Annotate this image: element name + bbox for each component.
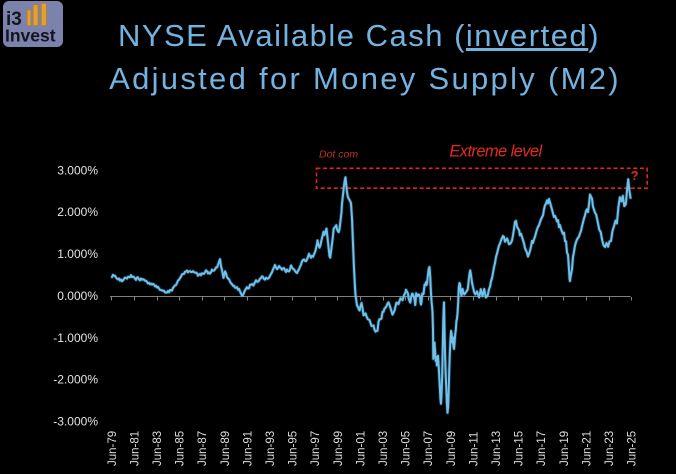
svg-text:Jun-13: Jun-13 bbox=[491, 431, 503, 466]
svg-text:3.000%: 3.000% bbox=[57, 163, 98, 177]
svg-text:Jun-21: Jun-21 bbox=[581, 431, 593, 466]
svg-text:2.000%: 2.000% bbox=[57, 205, 98, 219]
svg-text:Jun-89: Jun-89 bbox=[220, 431, 232, 466]
svg-text:Jun-09: Jun-09 bbox=[446, 431, 458, 466]
svg-text:Jun-23: Jun-23 bbox=[604, 431, 616, 466]
svg-text:-1.000%: -1.000% bbox=[53, 331, 98, 345]
svg-text:Jun-87: Jun-87 bbox=[197, 431, 209, 466]
svg-text:Extreme level: Extreme level bbox=[449, 143, 543, 161]
svg-text:0.000%: 0.000% bbox=[57, 289, 98, 303]
svg-text:-3.000%: -3.000% bbox=[53, 415, 98, 429]
svg-text:Jun-81: Jun-81 bbox=[129, 431, 141, 466]
svg-text:Jun-05: Jun-05 bbox=[401, 431, 413, 466]
svg-text:Jun-85: Jun-85 bbox=[175, 431, 187, 466]
svg-text:Jun-25: Jun-25 bbox=[627, 431, 639, 466]
svg-text:Invest: Invest bbox=[5, 26, 56, 46]
svg-text:Jun-95: Jun-95 bbox=[288, 431, 300, 466]
svg-text:Dot com: Dot com bbox=[319, 149, 358, 161]
svg-text:Jun-99: Jun-99 bbox=[333, 431, 345, 466]
svg-text:-2.000%: -2.000% bbox=[53, 373, 98, 387]
svg-text:Jun-91: Jun-91 bbox=[242, 431, 254, 466]
svg-text:Jun-07: Jun-07 bbox=[423, 431, 435, 466]
svg-text:Jun-93: Jun-93 bbox=[265, 431, 277, 466]
svg-text:Jun-79: Jun-79 bbox=[107, 431, 119, 466]
svg-text:Jun-01: Jun-01 bbox=[355, 431, 367, 466]
svg-text:Jun-15: Jun-15 bbox=[514, 431, 526, 466]
svg-text:1.000%: 1.000% bbox=[57, 247, 98, 261]
svg-text:i3: i3 bbox=[6, 9, 22, 30]
svg-text:Jun-83: Jun-83 bbox=[152, 431, 164, 466]
svg-text:Jun-11: Jun-11 bbox=[468, 432, 480, 466]
svg-text:Jun-03: Jun-03 bbox=[378, 431, 390, 466]
svg-text:Jun-19: Jun-19 bbox=[559, 431, 571, 466]
svg-text:?: ? bbox=[631, 168, 639, 183]
svg-text:Jun-17: Jun-17 bbox=[536, 431, 548, 466]
svg-text:Jun-97: Jun-97 bbox=[310, 431, 322, 466]
